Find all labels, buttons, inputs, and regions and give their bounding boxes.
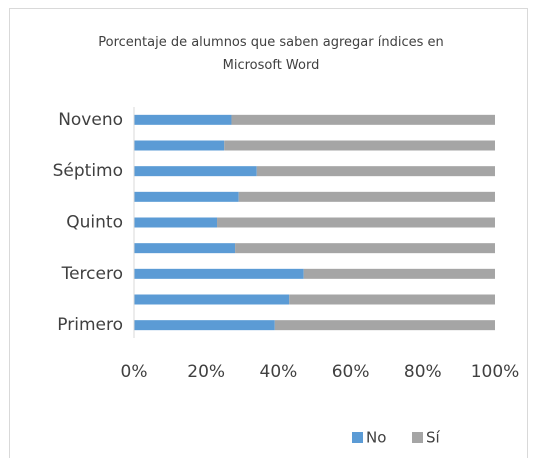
- chart-border: [9, 8, 528, 458]
- y-tick-label: Tercero: [61, 264, 123, 284]
- bar-segment: [134, 294, 290, 305]
- x-tick-label: 40%: [260, 362, 298, 382]
- bar-segment: [238, 191, 495, 202]
- bar-segment: [256, 166, 495, 177]
- bar-segment: [134, 217, 218, 228]
- legend-swatch: [352, 432, 363, 443]
- bar-segment: [235, 243, 495, 254]
- bar-segment: [134, 191, 239, 202]
- x-tick-label: 100%: [471, 362, 520, 382]
- bar-segment: [231, 114, 495, 125]
- x-tick-label: 80%: [404, 362, 442, 382]
- bar-segment: [134, 166, 257, 177]
- x-tick-label: 20%: [187, 362, 225, 382]
- bar-segment: [134, 114, 232, 125]
- x-tick-label: 0%: [121, 362, 148, 382]
- y-tick-label: Primero: [57, 315, 123, 335]
- bar-segment: [134, 320, 275, 331]
- bar-segment: [224, 140, 495, 151]
- bar-segment: [274, 320, 495, 331]
- chart-title: Porcentaje de alumnos que saben agregar …: [98, 35, 444, 73]
- bar-segment: [289, 294, 495, 305]
- y-tick-label: Noveno: [58, 110, 123, 130]
- legend-label: No: [366, 429, 386, 447]
- bar-segment: [134, 140, 225, 151]
- bar-segment: [134, 243, 236, 254]
- legend-swatch: [412, 432, 423, 443]
- y-tick-label: Séptimo: [53, 161, 123, 181]
- bar-segment: [134, 268, 304, 279]
- legend-label: Sí: [426, 429, 441, 447]
- x-tick-label: 60%: [332, 362, 370, 382]
- bar-segment: [217, 217, 495, 228]
- bar-segment: [303, 268, 495, 279]
- y-tick-label: Quinto: [66, 213, 123, 233]
